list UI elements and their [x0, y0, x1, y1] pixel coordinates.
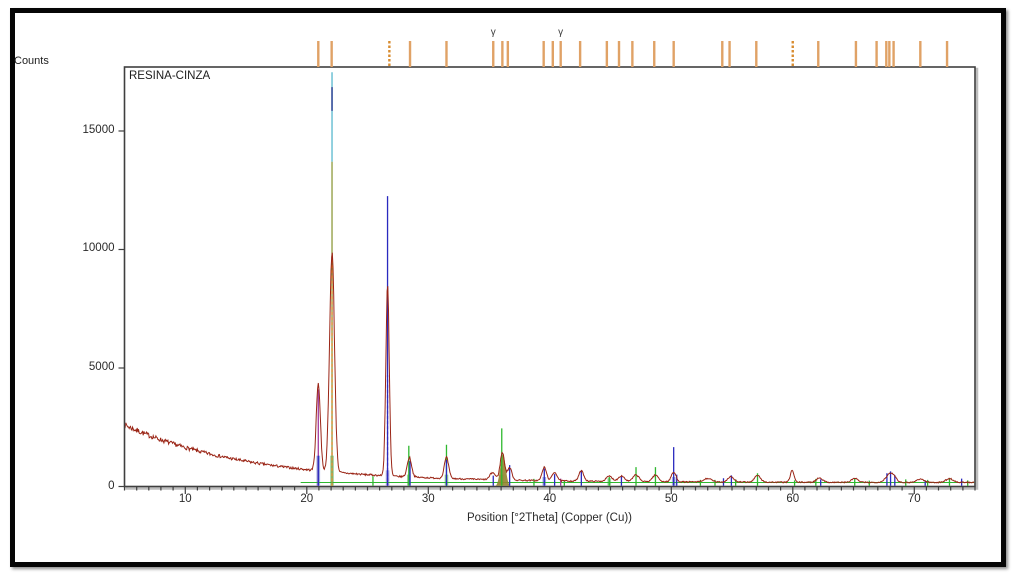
- gamma-annotation: γ: [558, 27, 564, 38]
- x-tick-label: 70: [907, 493, 921, 505]
- y-tick-label: 10000: [82, 242, 115, 255]
- y-tick-label: 5000: [88, 360, 115, 373]
- x-axis-ticks: [123, 486, 976, 494]
- sample-title: RESINA-CINZA: [129, 70, 211, 82]
- y-tick-label: 0: [108, 479, 115, 492]
- x-tick-label: 40: [543, 493, 557, 505]
- reference-filled-peak: [495, 454, 511, 486]
- x-tick-label: 20: [300, 493, 314, 505]
- x-axis-title: Position [°2Theta] (Copper (Cu)): [466, 512, 633, 524]
- x-tick-label: 10: [178, 493, 192, 505]
- x-tick-label: 50: [664, 493, 678, 505]
- plot-box: [123, 66, 976, 488]
- y-tick-label: 15000: [82, 123, 115, 136]
- measured-curve: [125, 252, 975, 484]
- y-axis-title: Counts: [14, 55, 49, 67]
- x-tick-label: 60: [786, 493, 800, 505]
- gamma-annotation: γ: [490, 27, 496, 38]
- x-tick-label: 30: [421, 493, 435, 505]
- data-layer: [125, 72, 975, 486]
